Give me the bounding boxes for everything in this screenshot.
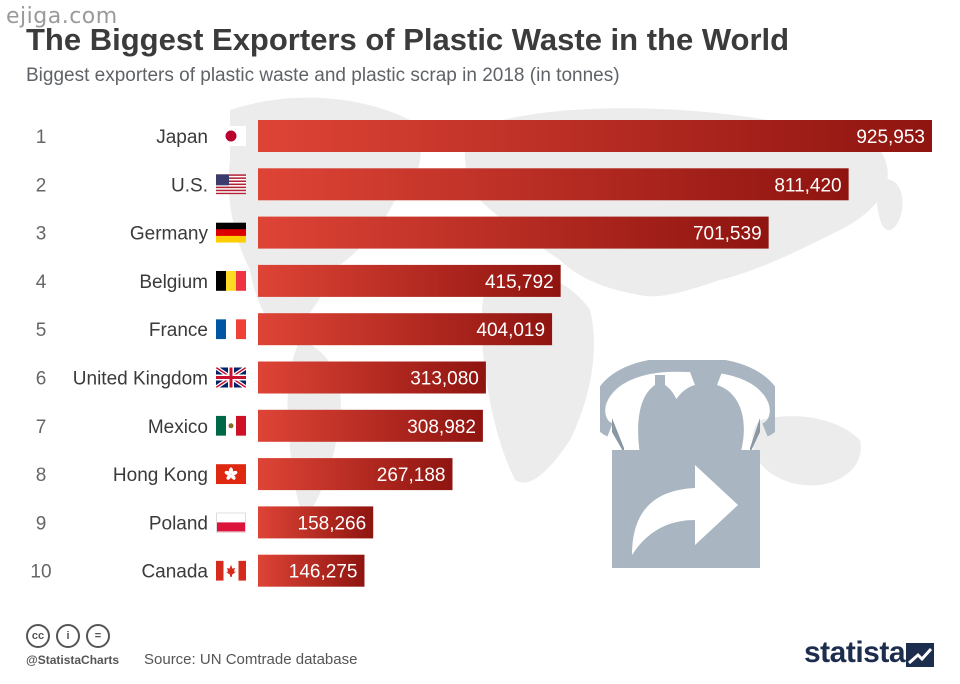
cc-icon[interactable]: cc xyxy=(26,624,50,648)
watermark: ejiga.com xyxy=(6,4,118,29)
country-label-mexico: Mexico xyxy=(148,417,208,438)
value-label-france: 404,019 xyxy=(476,320,545,341)
rank-label: 9 xyxy=(36,513,47,534)
uk-flag-icon xyxy=(216,367,246,388)
poland-flag-icon xyxy=(216,512,246,533)
rank-label: 3 xyxy=(36,224,47,245)
country-label-belgium: Belgium xyxy=(139,272,208,293)
bar-germany xyxy=(258,216,769,249)
mexico-flag-icon xyxy=(216,415,246,436)
value-label-hong-kong: 267,188 xyxy=(377,465,446,486)
canada-flag-icon xyxy=(216,560,246,581)
rank-label: 5 xyxy=(36,320,47,341)
chart-subtitle: Biggest exporters of plastic waste and p… xyxy=(26,65,620,86)
bar-france xyxy=(258,313,553,346)
value-label-japan: 925,953 xyxy=(856,127,925,148)
country-label-u-s: U.S. xyxy=(171,175,208,196)
value-label-germany: 701,539 xyxy=(693,224,762,245)
us-flag-icon xyxy=(216,174,246,195)
plastic-export-box-icon xyxy=(600,360,775,568)
nd-icon[interactable]: = xyxy=(86,624,110,648)
belgium-flag-icon xyxy=(216,270,246,291)
france-flag-icon xyxy=(216,319,246,340)
country-label-france: France xyxy=(149,320,208,341)
by-icon[interactable]: i xyxy=(56,624,80,648)
value-label-belgium: 415,792 xyxy=(485,272,554,293)
bar-poland xyxy=(258,506,374,539)
bar-mexico xyxy=(258,409,483,442)
bar-u-s xyxy=(258,168,849,201)
value-label-united-kingdom: 313,080 xyxy=(410,369,479,390)
rank-label: 8 xyxy=(36,465,47,486)
source-note: Source: UN Comtrade database xyxy=(144,651,358,668)
bar-belgium xyxy=(258,264,561,297)
value-label-u-s: 811,420 xyxy=(774,175,841,196)
japan-flag-icon xyxy=(216,126,246,146)
country-label-japan: Japan xyxy=(156,127,208,148)
bar-united-kingdom xyxy=(258,361,486,394)
bar-chart: 1 Japan 925,953 2 U.S. 811,420 3 Germany 701,539… xyxy=(30,120,932,587)
bar-canada xyxy=(258,554,365,587)
statista-logo-icon xyxy=(906,643,934,667)
country-label-poland: Poland xyxy=(149,513,208,534)
chart-title: The Biggest Exporters of Plastic Waste i… xyxy=(26,22,790,57)
rank-label: 2 xyxy=(36,175,47,196)
rank-label: 10 xyxy=(30,562,51,583)
germany-flag-icon xyxy=(216,222,246,243)
value-label-canada: 146,275 xyxy=(289,562,358,583)
twitter-handle[interactable]: @StatistaCharts xyxy=(26,653,120,667)
value-label-poland: 158,266 xyxy=(298,513,367,534)
statista-logo-text[interactable]: statista xyxy=(804,636,906,669)
country-label-united-kingdom: United Kingdom xyxy=(73,369,208,390)
hong-kong-flag-icon xyxy=(216,464,246,485)
rank-label: 1 xyxy=(36,127,47,148)
bar-hong-kong xyxy=(258,458,453,491)
rank-label: 6 xyxy=(36,369,47,390)
bar-japan xyxy=(258,120,932,152)
rank-label: 4 xyxy=(36,272,47,293)
license-icons: cc i = xyxy=(26,624,110,648)
country-label-hong-kong: Hong Kong xyxy=(113,465,208,486)
country-label-canada: Canada xyxy=(141,562,208,583)
value-label-mexico: 308,982 xyxy=(407,417,476,438)
country-label-germany: Germany xyxy=(130,224,209,245)
rank-label: 7 xyxy=(36,417,47,438)
